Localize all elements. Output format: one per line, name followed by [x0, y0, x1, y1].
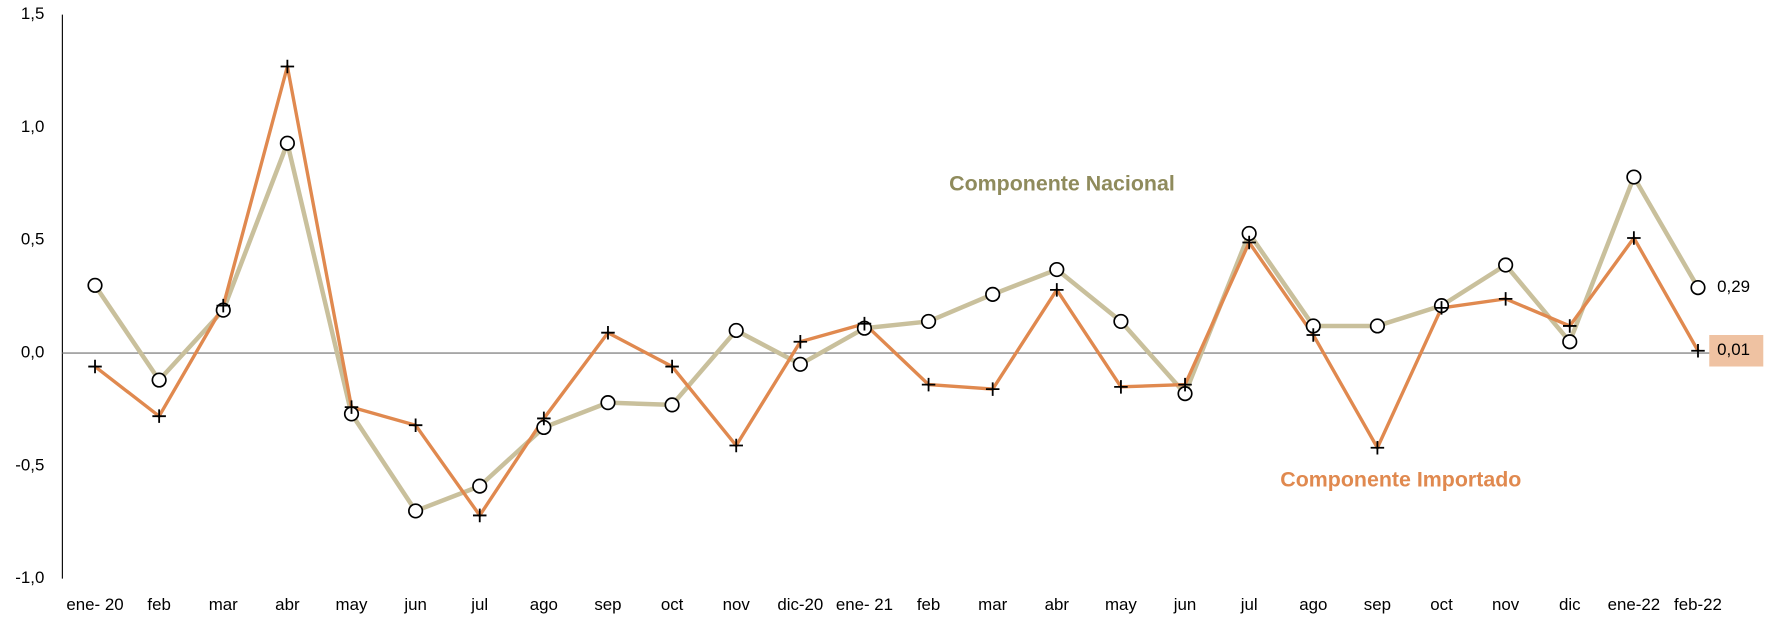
x-tick-label: dic [1559, 595, 1581, 614]
x-tick-label: abr [275, 595, 300, 614]
x-tick-label: nov [1492, 595, 1520, 614]
x-tick-label: feb-22 [1674, 595, 1722, 614]
point-marker [1562, 334, 1578, 350]
x-tick-label: jun [1173, 595, 1197, 614]
point-marker [1178, 377, 1192, 392]
x-tick-label: oct [661, 595, 684, 614]
point-marker [1691, 344, 1705, 358]
point-marker [1626, 169, 1642, 185]
x-tick-label: ago [530, 595, 558, 614]
y-tick-label: 0,5 [21, 230, 44, 249]
point-marker [1627, 231, 1641, 245]
y-tick-label: 1,5 [21, 4, 44, 23]
point-marker [600, 395, 616, 411]
x-tick-label: abr [1045, 595, 1070, 614]
point-marker [88, 359, 102, 374]
point-marker [1498, 292, 1513, 306]
x-tick-label: mar [978, 595, 1007, 614]
data-label: 0,29 [1717, 277, 1750, 296]
point-marker [921, 377, 936, 392]
point-marker [728, 322, 744, 339]
point-marker [216, 298, 231, 313]
point-marker [729, 438, 743, 453]
x-tick-label: ago [1299, 595, 1327, 614]
x-tick-label: jun [403, 595, 427, 614]
x-tick-label: sep [594, 595, 621, 614]
point-marker [472, 508, 487, 523]
point-marker [1690, 279, 1706, 296]
point-marker [472, 478, 488, 494]
x-tick-label: ene- 21 [836, 595, 893, 614]
y-tick-label: 0,0 [21, 342, 44, 361]
x-tick-label: feb [917, 595, 940, 614]
x-tick-label: nov [723, 595, 751, 614]
series-label: Componente Importado [1280, 467, 1521, 491]
point-marker [1434, 301, 1449, 315]
point-marker [1306, 328, 1321, 342]
series-label: Componente Nacional [949, 171, 1175, 195]
point-marker [601, 325, 615, 340]
x-tick-label: ene-22 [1608, 595, 1661, 614]
point-marker [1563, 319, 1577, 333]
point-marker [1242, 235, 1256, 250]
point-marker [985, 382, 1000, 396]
y-tick-label: -0,5 [15, 455, 44, 474]
point-marker [792, 356, 808, 372]
point-marker [1369, 318, 1385, 334]
point-marker [665, 359, 679, 374]
x-tick-label: jul [1240, 595, 1258, 614]
point-marker [280, 59, 295, 74]
point-marker [793, 334, 808, 349]
point-marker [920, 313, 937, 330]
series-line [93, 140, 1700, 514]
label-box [1709, 334, 1764, 367]
point-marker [1050, 283, 1064, 297]
x-tick-label: may [1105, 595, 1137, 614]
x-tick-label: feb [147, 595, 170, 614]
x-tick-label: oct [1430, 595, 1453, 614]
y-tick-label: -1,0 [15, 568, 44, 587]
x-tick-label: sep [1364, 595, 1391, 614]
series-line [93, 64, 1700, 518]
point-marker [344, 400, 359, 414]
point-marker [985, 286, 1001, 302]
x-tick-label: dic-20 [777, 595, 823, 614]
x-tick-label: may [336, 595, 368, 614]
point-marker [408, 418, 423, 432]
y-tick-label: 1,0 [21, 117, 44, 136]
point-marker [857, 316, 872, 331]
data-label: 0,01 [1717, 340, 1750, 359]
point-marker [1113, 313, 1129, 330]
point-marker [1498, 257, 1514, 273]
point-marker [408, 503, 424, 519]
point-marker [537, 411, 551, 426]
x-tick-label: mar [209, 595, 238, 614]
x-tick-label: ene- 20 [66, 595, 123, 614]
point-marker [279, 135, 295, 151]
point-marker [151, 372, 167, 388]
point-marker [664, 397, 680, 413]
point-marker [1370, 441, 1385, 455]
point-marker [87, 277, 103, 293]
x-tick-label: jul [470, 595, 488, 614]
point-marker [1114, 380, 1128, 394]
point-marker [152, 409, 166, 423]
point-marker [1049, 261, 1065, 278]
